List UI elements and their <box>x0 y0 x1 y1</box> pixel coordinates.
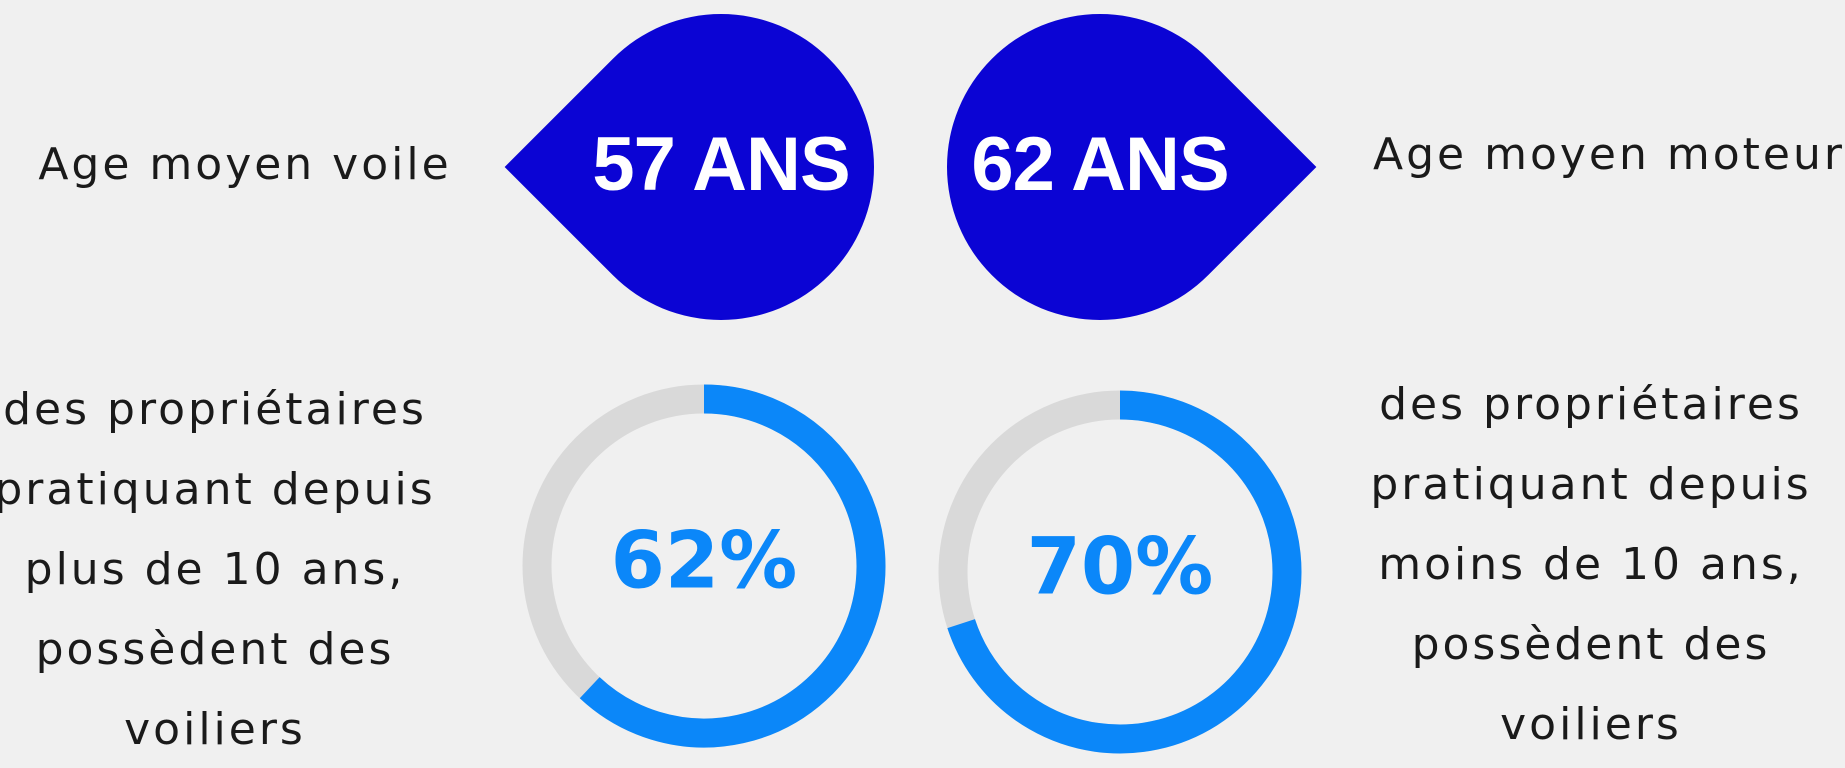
gauge-caption: des propriétaires <box>3 384 427 435</box>
stat-value: 57 ANS <box>592 122 849 207</box>
gauge-value: 70% <box>1027 522 1214 612</box>
gauge-arc <box>579 384 886 748</box>
gauge-caption: pratiquant depuis <box>0 464 436 515</box>
gauge-caption: moins de 10 ans, <box>1378 539 1804 590</box>
stat-label: Age moyen voile <box>38 139 451 190</box>
gauge-caption: des propriétaires <box>1379 379 1803 430</box>
gauge-value: 62% <box>611 516 798 606</box>
drop-shape <box>947 13 1317 320</box>
gauge-caption: possèdent des <box>36 624 395 675</box>
drop-shape <box>504 14 874 321</box>
stat-label: Age moyen moteur <box>1373 129 1845 180</box>
gauge-caption: plus de 10 ans, <box>25 544 406 595</box>
gauge-caption: possèdent des <box>1412 619 1771 670</box>
stat-value: 62 ANS <box>971 122 1228 207</box>
gauge-caption: voiliers <box>124 704 306 755</box>
gauge-arc <box>947 390 1302 754</box>
gauge-caption: voiliers <box>1500 699 1682 750</box>
gauge-caption: pratiquant depuis <box>1370 459 1811 510</box>
